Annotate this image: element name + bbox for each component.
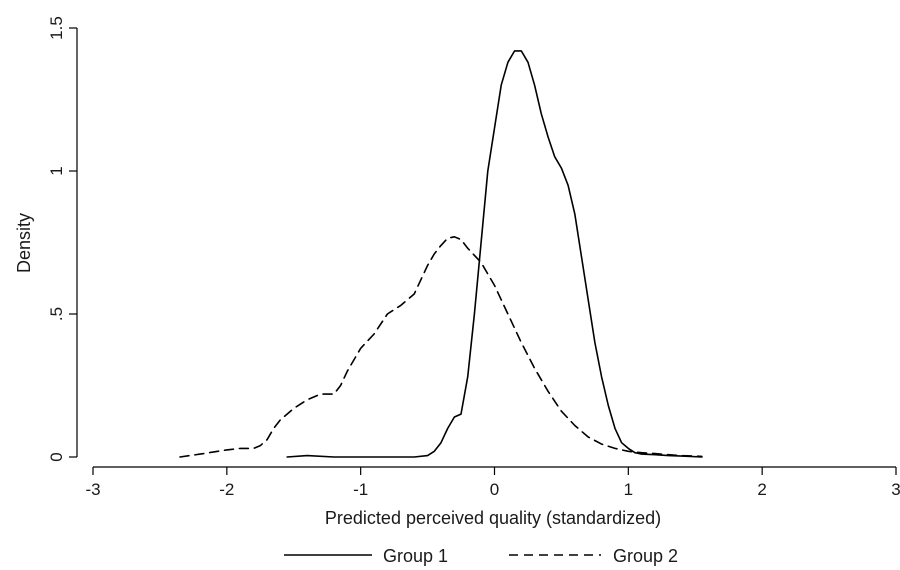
y-tick-label: .5 [47,307,66,321]
legend-label-group-2: Group 2 [613,546,678,566]
x-axis-title: Predicted perceived quality (standardize… [325,508,661,528]
legend-label-group-1: Group 1 [383,546,448,566]
y-tick-label: 1.5 [47,16,66,40]
series-line-group-2 [179,236,703,458]
x-tick-label: 2 [757,480,766,499]
y-axis-title: Density [14,213,34,273]
x-tick-label: 0 [490,480,499,499]
legend: Group 1 Group 2 [284,546,678,566]
plot-area [179,50,703,458]
x-tick-label: -3 [85,480,100,499]
x-tick-label: -2 [219,480,234,499]
x-axis: -3 -2 -1 0 1 2 3 [85,466,900,499]
y-tick-label: 1 [47,166,66,175]
y-axis: 0 .5 1 1.5 [47,16,78,462]
x-tick-label: -1 [353,480,368,499]
x-tick-label: 1 [624,480,633,499]
series-line-group-1 [286,50,703,458]
y-tick-label: 0 [47,452,66,461]
x-tick-label: 3 [891,480,900,499]
